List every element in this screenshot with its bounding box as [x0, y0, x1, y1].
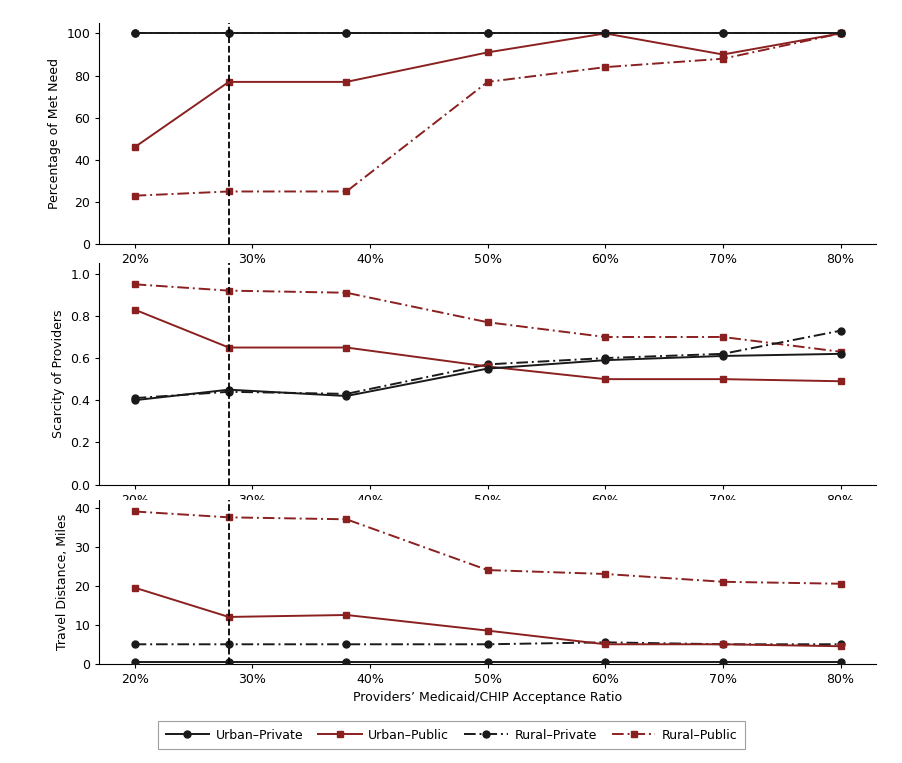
X-axis label: Providers’ Medicaid/CHIP Acceptance Ratio: Providers’ Medicaid/CHIP Acceptance Rati… [353, 691, 621, 704]
X-axis label: Providers’ Medicaid/CHIP Acceptance Ratio: Providers’ Medicaid/CHIP Acceptance Rati… [353, 272, 621, 285]
Y-axis label: Scarcity of Providers: Scarcity of Providers [51, 310, 65, 438]
Y-axis label: Percentage of Met Need: Percentage of Met Need [48, 58, 60, 209]
X-axis label: Providers’ Medicaid/CHIP Acceptance Ratio: Providers’ Medicaid/CHIP Acceptance Rati… [353, 512, 621, 525]
Legend: Urban–Private, Urban–Public, Rural–Private, Rural–Public: Urban–Private, Urban–Public, Rural–Priva… [158, 721, 744, 749]
Y-axis label: Travel Distance, Miles: Travel Distance, Miles [56, 513, 69, 650]
